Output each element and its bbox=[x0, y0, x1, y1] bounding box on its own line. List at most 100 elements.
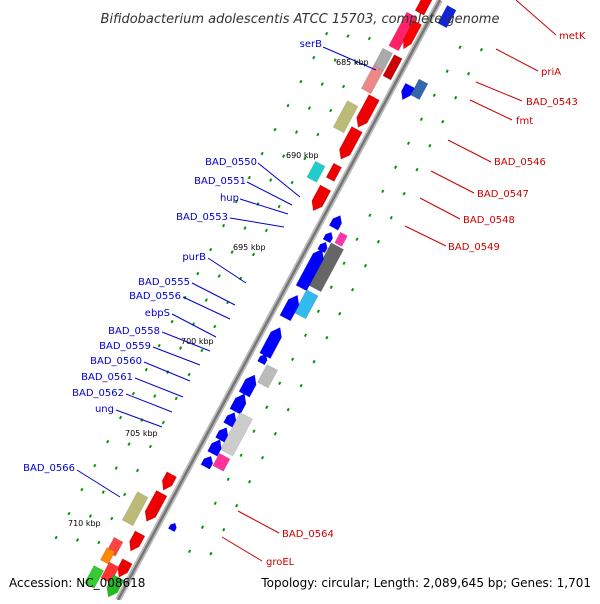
gene-label-BAD_0559[interactable]: BAD_0559 bbox=[99, 341, 151, 352]
map-title: Bifidobacterium adolescentis ATCC 15703,… bbox=[101, 12, 500, 27]
gene-feature[interactable] bbox=[360, 65, 384, 95]
gene-feature[interactable] bbox=[121, 491, 149, 527]
gene-label-BAD_0550[interactable]: BAD_0550 bbox=[205, 157, 257, 168]
scale-dot bbox=[106, 439, 110, 444]
scale-dot bbox=[325, 31, 329, 36]
scale-dot bbox=[217, 274, 221, 278]
gene-label-metK[interactable]: metK bbox=[559, 31, 586, 42]
gene-label-BAD_0558[interactable]: BAD_0558 bbox=[108, 326, 160, 337]
gene-feature[interactable] bbox=[257, 353, 268, 366]
gene-feature[interactable] bbox=[257, 364, 279, 389]
kbp-tick-700: 700 kbp bbox=[181, 337, 214, 346]
gene-label-BAD_0555[interactable]: BAD_0555 bbox=[138, 277, 190, 288]
gene-feature[interactable] bbox=[295, 248, 324, 292]
scale-dot bbox=[54, 535, 58, 540]
label-leader-line bbox=[495, 48, 539, 72]
gene-feature[interactable] bbox=[382, 54, 403, 81]
gene-feature[interactable] bbox=[99, 547, 116, 565]
label-leader-line bbox=[447, 139, 492, 163]
gene-label-BAD_0562[interactable]: BAD_0562 bbox=[72, 388, 124, 399]
scale-dot bbox=[303, 333, 308, 338]
gene-label-BAD_0553[interactable]: BAD_0553 bbox=[176, 212, 228, 223]
gene-feature[interactable] bbox=[334, 231, 348, 247]
scale-dot bbox=[256, 202, 260, 206]
gene-feature[interactable] bbox=[339, 126, 363, 160]
gene-feature[interactable] bbox=[328, 215, 343, 231]
scale-dot bbox=[179, 346, 183, 350]
gene-feature[interactable] bbox=[356, 94, 380, 128]
scale-dot bbox=[441, 119, 445, 124]
gene-feature[interactable] bbox=[144, 489, 168, 522]
gene-label-BAD_0548[interactable]: BAD_0548 bbox=[463, 215, 515, 226]
gene-feature[interactable] bbox=[322, 231, 334, 244]
gene-feature[interactable] bbox=[306, 160, 326, 183]
gene-feature[interactable] bbox=[200, 455, 214, 470]
gene-feature[interactable] bbox=[332, 100, 359, 134]
gene-feature[interactable] bbox=[279, 294, 300, 322]
gene-feature[interactable] bbox=[223, 412, 237, 428]
gene-label-groEL[interactable]: groEL bbox=[266, 557, 295, 568]
scale-dot bbox=[432, 93, 436, 98]
label-leader-line bbox=[171, 313, 217, 338]
gene-label-BAD_0551[interactable]: BAD_0551 bbox=[194, 176, 246, 187]
gene-feature[interactable] bbox=[161, 471, 178, 491]
scale-dot bbox=[230, 250, 234, 254]
gene-feature[interactable] bbox=[84, 565, 105, 589]
right-gene-labels: metK priA BAD_0543 fmt BAD_0546 BAD_0547… bbox=[266, 31, 586, 568]
gene-label-BAD_0546[interactable]: BAD_0546 bbox=[494, 157, 546, 168]
gene-label-hup[interactable]: hup bbox=[220, 193, 239, 204]
scale-dot bbox=[316, 132, 320, 137]
gene-feature[interactable] bbox=[402, 19, 423, 50]
scale-dot bbox=[367, 36, 371, 41]
gene-feature[interactable] bbox=[167, 522, 177, 533]
gene-feature[interactable] bbox=[401, 82, 415, 101]
gene-label-BAD_0549[interactable]: BAD_0549 bbox=[448, 242, 500, 253]
gene-label-BAD_0560[interactable]: BAD_0560 bbox=[90, 356, 142, 367]
label-leader-line bbox=[134, 377, 184, 398]
label-leader-line bbox=[469, 99, 513, 121]
gene-feature[interactable] bbox=[207, 439, 222, 457]
gene-label-ung[interactable]: ung bbox=[95, 404, 114, 415]
label-leader-line bbox=[191, 282, 236, 306]
scale-dot bbox=[239, 453, 243, 458]
gene-label-BAD_0566[interactable]: BAD_0566 bbox=[23, 463, 75, 474]
scale-dot bbox=[312, 359, 316, 364]
scale-dot bbox=[479, 47, 483, 52]
gene-label-BAD_0556[interactable]: BAD_0556 bbox=[129, 291, 181, 302]
gene-feature[interactable] bbox=[117, 558, 133, 578]
gene-label-BAD_0547[interactable]: BAD_0547 bbox=[477, 189, 529, 200]
scale-dot bbox=[123, 492, 127, 497]
gene-feature[interactable] bbox=[212, 452, 231, 472]
gene-feature[interactable] bbox=[325, 162, 343, 182]
scale-dot bbox=[75, 538, 80, 542]
gene-feature[interactable] bbox=[106, 574, 125, 598]
gene-feature[interactable] bbox=[129, 530, 146, 552]
gene-label-serB[interactable]: serB bbox=[300, 39, 322, 50]
gene-label-ebpS[interactable]: ebpS bbox=[145, 308, 170, 319]
label-leader-line bbox=[475, 81, 523, 102]
scale-dot bbox=[235, 503, 239, 508]
scale-dot bbox=[307, 106, 311, 110]
scale-dot bbox=[294, 130, 299, 134]
gene-feature[interactable] bbox=[437, 4, 457, 29]
scale-dot bbox=[290, 180, 294, 185]
gene-label-priA[interactable]: priA bbox=[541, 67, 561, 78]
gene-label-purB[interactable]: purB bbox=[182, 252, 206, 263]
scale-dot bbox=[93, 463, 97, 468]
gene-label-fmt[interactable]: fmt bbox=[516, 116, 533, 127]
scale-dot bbox=[153, 394, 157, 398]
gene-feature[interactable] bbox=[238, 374, 257, 398]
gene-feature[interactable] bbox=[414, 0, 435, 16]
scale-dot bbox=[222, 527, 226, 532]
scale-dot bbox=[342, 261, 346, 266]
kbp-tick-710: 710 kbp bbox=[68, 519, 101, 528]
scale-dot bbox=[320, 82, 324, 86]
gene-label-BAD_0564[interactable]: BAD_0564 bbox=[282, 529, 334, 540]
gene-feature[interactable] bbox=[229, 393, 247, 415]
gene-label-BAD_0561[interactable]: BAD_0561 bbox=[81, 372, 133, 383]
kbp-tick-690: 690 kbp bbox=[286, 151, 319, 160]
accession-text: Accession: NC_008618 bbox=[9, 576, 145, 590]
gene-feature[interactable] bbox=[311, 184, 332, 212]
gene-label-BAD_0543[interactable]: BAD_0543 bbox=[526, 97, 578, 108]
